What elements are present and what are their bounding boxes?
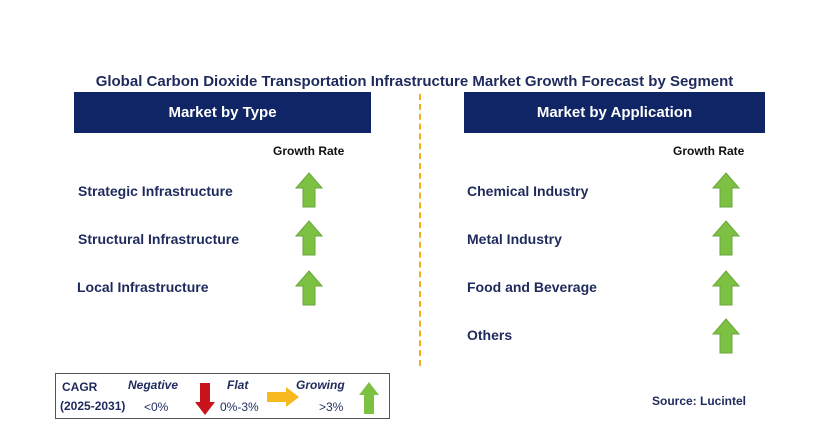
type-item-label: Structural Infrastructure: [78, 231, 240, 247]
market-by-type-header: Market by Type: [74, 92, 371, 133]
negative-arrow-icon: [195, 383, 215, 415]
growing-arrow-icon: [712, 172, 740, 208]
application-growth-rate-header: Growth Rate: [673, 144, 745, 158]
legend-period: (2025-2031): [60, 399, 126, 413]
legend-growing-label: Growing: [296, 378, 345, 392]
growing-arrow-icon: [359, 382, 379, 414]
application-item-label: Metal Industry: [467, 231, 562, 247]
growing-arrow-icon: [712, 220, 740, 256]
growing-arrow-icon: [295, 172, 323, 208]
growing-arrow-icon: [295, 220, 323, 256]
legend-negative-label: Negative: [128, 378, 179, 392]
legend-flat-range: 0%-3%: [220, 400, 259, 414]
type-item-label: Local Infrastructure: [77, 279, 209, 295]
growing-arrow-icon: [712, 270, 740, 306]
legend-cagr-label: CAGR: [62, 380, 98, 394]
chart-title: Global Carbon Dioxide Transportation Inf…: [95, 73, 734, 90]
application-item-label: Others: [467, 327, 513, 343]
source-label: Source: Lucintel: [652, 394, 747, 408]
type-item-label: Strategic Infrastructure: [78, 183, 233, 199]
application-item-label: Chemical Industry: [467, 183, 589, 199]
application-item-label: Food and Beverage: [467, 279, 597, 295]
legend-flat-label: Flat: [227, 378, 249, 392]
cagr-legend: CAGR (2025-2031) Negative <0% Flat 0%-3%…: [55, 373, 390, 419]
legend-growing-range: >3%: [319, 400, 344, 414]
flat-arrow-icon: [267, 387, 299, 407]
panel-divider: [419, 94, 421, 366]
growing-arrow-icon: [712, 318, 740, 354]
market-by-application-header: Market by Application: [464, 92, 765, 133]
type-growth-rate-header: Growth Rate: [273, 144, 345, 158]
legend-negative-range: <0%: [144, 400, 169, 414]
growing-arrow-icon: [295, 270, 323, 306]
